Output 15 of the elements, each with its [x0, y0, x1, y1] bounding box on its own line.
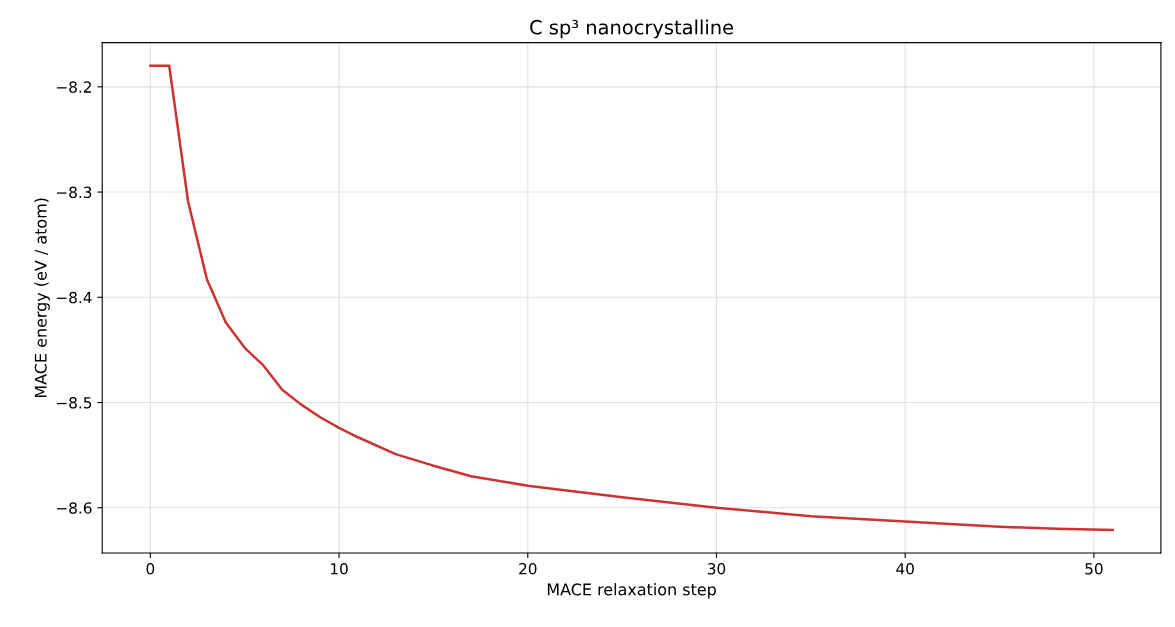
- line-series: [149, 64, 1115, 532]
- y-tick-label: −8.2: [57, 81, 91, 93]
- y-tick-label: −8.4: [57, 291, 92, 304]
- chart-title: C sp³ nanocrystalline: [530, 19, 734, 39]
- y-tick-label: −8.5: [57, 397, 92, 409]
- x-tick-label: 50: [1085, 563, 1103, 575]
- y-tick-label: −8.3: [57, 186, 92, 199]
- y-axis-title: MACE energy (eV / atom): [34, 198, 50, 398]
- x-tick-label: 10: [331, 563, 348, 575]
- x-tick-label: 0: [146, 563, 155, 575]
- x-tick-label: 20: [519, 563, 537, 575]
- x-axis-title: MACE relaxation step: [547, 583, 716, 599]
- x-tick-label: 40: [896, 563, 914, 575]
- x-tick-label: 30: [707, 563, 726, 575]
- y-tick-label: −8.6: [57, 502, 92, 514]
